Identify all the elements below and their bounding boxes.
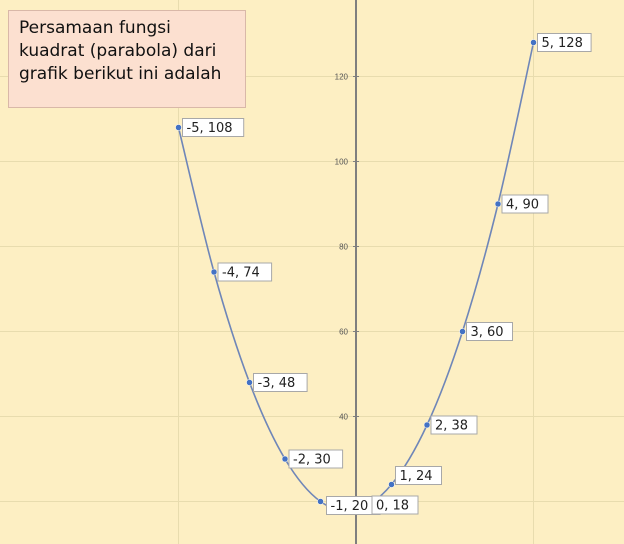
data-label-box xyxy=(217,262,273,282)
data-point xyxy=(175,124,182,131)
y-tick-label: 60 xyxy=(339,328,348,337)
y-tick-label: 80 xyxy=(339,243,348,252)
data-label: -4, 74 xyxy=(222,266,260,281)
data-point xyxy=(281,455,289,463)
data-point xyxy=(494,200,502,208)
data-point xyxy=(317,498,324,505)
data-label-box xyxy=(501,194,549,214)
data-label-box xyxy=(430,415,478,435)
data-label: -5, 108 xyxy=(187,121,233,136)
data-label-box xyxy=(395,466,442,485)
data-label: 2, 38 xyxy=(435,419,468,434)
y-tick-label: 40 xyxy=(339,413,348,422)
y-tick-label: 120 xyxy=(335,73,349,82)
data-label: 5, 128 xyxy=(542,36,583,51)
data-label-box xyxy=(466,322,513,341)
data-label: 1, 24 xyxy=(400,469,433,484)
data-label-box xyxy=(182,118,245,137)
data-point xyxy=(530,39,537,46)
data-point xyxy=(210,268,218,276)
data-label: 4, 90 xyxy=(506,198,539,213)
y-tick-label: 100 xyxy=(335,158,349,167)
data-label: -1, 20 xyxy=(331,499,369,514)
data-label-box xyxy=(371,495,419,515)
data-label: -2, 30 xyxy=(293,453,331,468)
data-label-box xyxy=(253,373,308,392)
data-label: 0, 18 xyxy=(376,499,409,514)
data-point xyxy=(459,328,466,335)
data-label-box xyxy=(288,449,344,469)
data-label: -3, 48 xyxy=(258,376,296,391)
question-text: Persamaan fungsi kuadrat (parabola) dari… xyxy=(8,10,246,108)
data-label-box xyxy=(537,33,592,52)
data-label: 3, 60 xyxy=(471,325,504,340)
data-point xyxy=(423,421,431,429)
data-point xyxy=(246,379,253,386)
data-point xyxy=(388,481,395,488)
